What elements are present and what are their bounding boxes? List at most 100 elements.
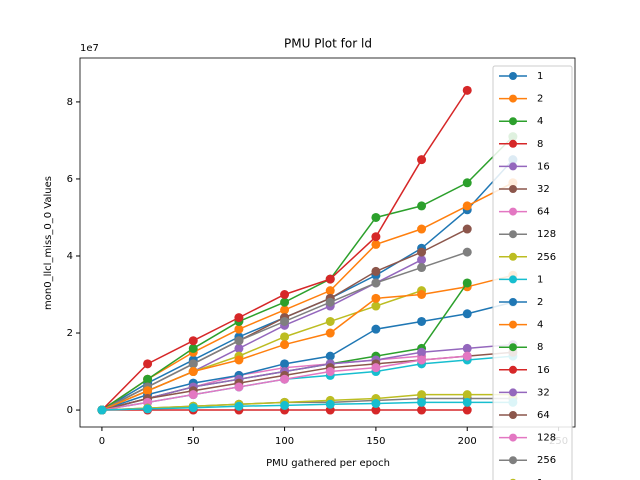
point — [417, 405, 427, 415]
point — [234, 355, 244, 365]
point — [280, 289, 290, 299]
point — [371, 212, 381, 222]
point — [280, 332, 290, 342]
point — [417, 224, 427, 234]
legend-marker — [509, 343, 517, 352]
point — [417, 390, 427, 400]
point — [462, 178, 472, 188]
point — [417, 201, 427, 211]
point — [371, 239, 381, 249]
legend-label: 256 — [537, 252, 556, 263]
point — [280, 359, 290, 369]
point — [234, 336, 244, 346]
x-tick-label: 150 — [366, 436, 385, 447]
point — [188, 403, 198, 413]
point — [325, 274, 335, 284]
point — [462, 343, 472, 353]
legend-marker — [509, 320, 517, 329]
point — [234, 382, 244, 392]
x-axis-label: PMU gathered per epoch — [266, 458, 390, 469]
point — [371, 301, 381, 311]
legend-marker — [509, 139, 517, 148]
legend-label: 16 — [537, 161, 550, 172]
point — [371, 278, 381, 288]
chart-title: PMU Plot for ld — [284, 37, 372, 51]
x-tick-label: 200 — [458, 436, 477, 447]
point — [371, 324, 381, 334]
legend-label: 32 — [537, 184, 550, 195]
point — [462, 85, 472, 95]
point — [234, 313, 244, 323]
point — [371, 363, 381, 373]
series-line — [101, 159, 514, 411]
point — [325, 367, 335, 377]
legend-label: 256 — [537, 455, 556, 466]
y-tick-label: 4 — [67, 251, 73, 262]
legend-label: 4 — [537, 320, 543, 331]
point — [417, 316, 427, 326]
point — [143, 374, 153, 384]
y-tick-label: 8 — [67, 97, 73, 108]
point — [417, 263, 427, 273]
legend-marker — [509, 162, 517, 171]
point — [143, 404, 153, 414]
point — [188, 367, 198, 377]
x-tick-label: 100 — [275, 436, 294, 447]
legend-marker — [509, 365, 517, 374]
legend-marker — [509, 185, 517, 193]
legend-marker — [509, 252, 517, 261]
legend-label: 2 — [537, 94, 543, 105]
point — [143, 386, 153, 396]
y-axis-label: mon0_llcl_miss_0_0 Values — [43, 176, 54, 310]
legend-marker — [509, 411, 517, 419]
legend-label: 8 — [537, 342, 543, 353]
series-line — [101, 393, 513, 411]
point — [417, 355, 427, 365]
series-line — [101, 136, 514, 411]
point — [280, 400, 290, 410]
y-tick-label: 2 — [67, 328, 73, 339]
legend-label: 128 — [537, 433, 556, 444]
x-tick-label: 50 — [187, 436, 200, 447]
legend-marker — [509, 388, 517, 397]
point — [280, 340, 290, 350]
legend-label: 16 — [537, 365, 550, 376]
point — [417, 347, 427, 357]
legend-label: 8 — [537, 139, 543, 150]
legend-marker — [509, 117, 517, 126]
point — [462, 351, 472, 361]
point — [280, 374, 290, 384]
series-line — [101, 343, 513, 411]
legend-marker — [509, 275, 517, 284]
point — [325, 399, 335, 409]
legend-marker — [509, 94, 517, 103]
point — [371, 232, 381, 242]
point — [417, 289, 427, 299]
point — [325, 286, 335, 296]
legend-label: 1 — [537, 71, 543, 82]
legend-label: 64 — [537, 410, 550, 421]
legend-marker — [509, 230, 517, 239]
legend-label: 2 — [537, 297, 543, 308]
point — [325, 316, 335, 326]
point — [325, 351, 335, 361]
legend-label: 32 — [537, 387, 550, 398]
plot-frame — [79, 57, 576, 428]
point — [188, 359, 198, 369]
point — [234, 343, 244, 353]
y-tick-label: 0 — [67, 405, 73, 416]
legend-label: 4 — [537, 116, 543, 127]
plot-area — [97, 85, 518, 415]
series-line — [101, 274, 514, 411]
point — [143, 359, 153, 369]
point — [280, 297, 290, 307]
legend-marker — [509, 72, 517, 80]
point — [280, 316, 290, 326]
legend-marker — [509, 298, 517, 306]
legend-box — [492, 65, 573, 480]
point — [462, 397, 472, 407]
point — [462, 309, 472, 319]
point — [188, 390, 198, 400]
